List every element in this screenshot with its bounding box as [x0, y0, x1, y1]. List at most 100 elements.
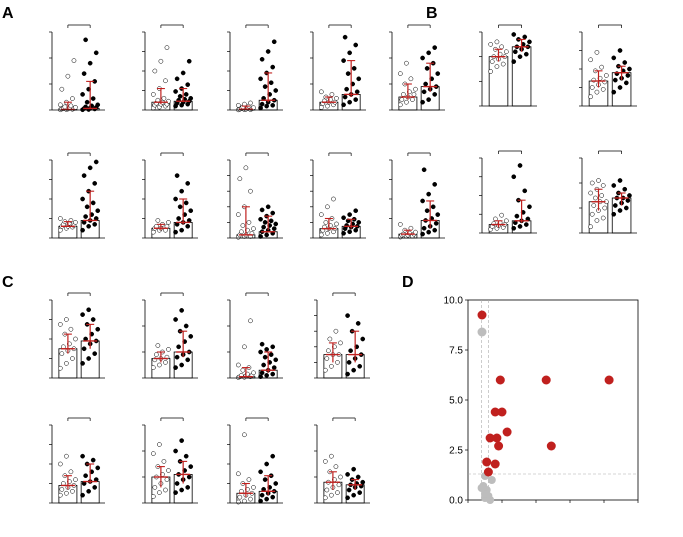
hu-point: [594, 218, 600, 223]
hiv-point: [354, 89, 360, 95]
hiv-point: [179, 188, 184, 194]
hiv-point: [270, 102, 276, 108]
hu-point: [71, 58, 77, 63]
hiv-point: [265, 204, 271, 210]
hiv-point: [179, 362, 184, 368]
hu-point: [410, 97, 415, 102]
hiv-point: [83, 37, 88, 43]
hiv-point: [183, 200, 189, 206]
sig-point: [541, 375, 551, 385]
sig-point: [495, 375, 505, 385]
hu-point: [588, 57, 593, 63]
hu-point: [329, 492, 334, 498]
hu-point: [327, 336, 333, 342]
panel-label-c: C: [2, 274, 14, 291]
hiv-point: [173, 196, 178, 202]
hiv-point: [351, 492, 356, 498]
hiv-point: [258, 76, 263, 82]
hu-point: [73, 220, 78, 225]
hu-point: [59, 487, 65, 492]
hiv-point: [430, 204, 436, 210]
hiv-point: [258, 216, 263, 222]
hiv-point: [262, 477, 268, 482]
hu-point: [240, 367, 246, 373]
hiv-point: [258, 469, 263, 475]
hiv-point: [86, 223, 91, 229]
hu-point: [237, 494, 243, 500]
hiv-point: [423, 81, 428, 87]
hu-point: [150, 229, 156, 235]
hiv-point: [258, 234, 263, 239]
hiv-point: [345, 371, 350, 377]
hiv-point: [273, 481, 279, 486]
bar-panel-14: [579, 150, 637, 234]
sig-point: [482, 457, 492, 467]
hiv-point: [353, 208, 359, 214]
hiv-point: [511, 32, 517, 37]
hiv-point: [84, 204, 90, 210]
hiv-point: [344, 86, 349, 92]
hu-point: [248, 318, 253, 324]
hu-point: [235, 362, 241, 368]
hu-point: [161, 95, 167, 101]
hiv-point: [424, 208, 430, 214]
hu-point: [155, 343, 161, 348]
hiv-point: [345, 71, 351, 76]
hu-point: [65, 73, 71, 79]
hu-point: [600, 183, 606, 188]
hu-point: [591, 203, 597, 208]
bar-panel-11: [479, 24, 537, 107]
y-tick-label: 5.0: [449, 396, 463, 407]
bar-panel-18: [314, 292, 370, 379]
hiv-point: [342, 34, 348, 40]
hiv-point: [433, 221, 439, 226]
hu-point: [322, 367, 328, 373]
hu-point: [322, 459, 328, 464]
hu-point: [64, 317, 69, 322]
hiv-point: [262, 220, 268, 225]
hiv-point: [83, 214, 88, 219]
hiv-point: [90, 96, 96, 101]
y-tick-label: 7.5: [449, 346, 463, 357]
hu-point: [70, 356, 75, 361]
hu-point: [157, 490, 162, 495]
hu-point: [73, 336, 78, 342]
hiv-point: [625, 198, 631, 203]
hu-point: [248, 188, 253, 194]
hiv-point: [81, 173, 87, 178]
hiv-point: [173, 448, 178, 454]
hiv-point: [345, 472, 350, 477]
hu-point: [594, 89, 600, 95]
hu-point: [318, 212, 324, 217]
hiv-point: [183, 323, 189, 329]
hiv-point: [345, 313, 350, 318]
hiv-point: [273, 357, 279, 363]
hu-point: [155, 218, 161, 223]
y-tick-label: 2.5: [449, 446, 463, 457]
hiv-point: [426, 191, 431, 197]
hu-point: [333, 328, 339, 334]
hu-point: [57, 322, 63, 327]
hiv-point: [84, 99, 90, 105]
y-tick-label: 10.0: [444, 296, 464, 307]
hu-point: [246, 220, 252, 225]
hiv-point: [186, 474, 192, 480]
hiv-point: [627, 66, 632, 72]
sig-point: [490, 459, 500, 469]
hiv-point: [617, 178, 623, 183]
hiv-point: [188, 464, 194, 469]
hiv-point: [185, 223, 191, 229]
hu-point: [499, 212, 504, 218]
hu-point: [248, 496, 253, 502]
hu-point: [600, 215, 606, 221]
hu-point: [163, 487, 168, 493]
hiv-point: [173, 317, 178, 322]
hu-point: [161, 459, 167, 464]
hiv-point: [356, 220, 362, 225]
hu-point: [57, 365, 63, 371]
hiv-point: [420, 231, 425, 237]
hiv-point: [270, 371, 276, 377]
hiv-point: [523, 222, 529, 227]
hiv-point: [271, 365, 277, 370]
hiv-point: [420, 55, 425, 61]
